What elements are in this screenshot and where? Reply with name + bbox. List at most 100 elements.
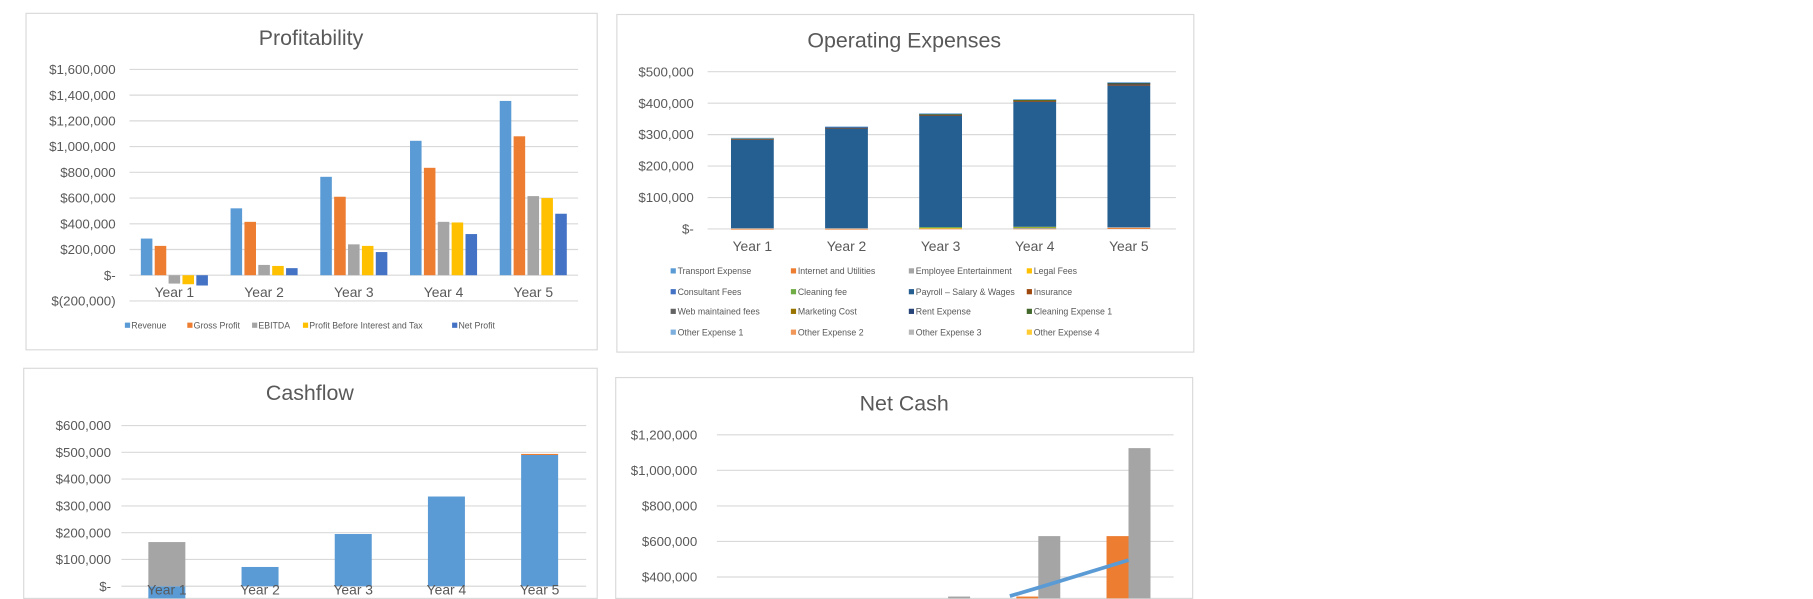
legend-swatch <box>187 322 193 328</box>
x-tick-label: Year 2 <box>244 284 284 300</box>
bar-ebitda <box>527 196 540 276</box>
bar-ebitda <box>258 264 270 276</box>
bar-payroll-salary-wages <box>825 128 868 229</box>
legend-label: Insurance <box>1034 287 1073 297</box>
bar-ebitda <box>348 244 360 276</box>
legend-swatch <box>670 308 676 314</box>
bar-revenue <box>320 176 332 276</box>
bar-series <box>521 453 559 455</box>
bar-web-maintained-fees <box>730 138 774 140</box>
y-tick-label: $1,200,000 <box>631 427 697 442</box>
legend-swatch <box>908 329 915 335</box>
legend-swatch <box>670 268 676 274</box>
bar-internet-and-utilities <box>730 228 774 230</box>
y-tick-label: $(200,000) <box>51 294 115 309</box>
legend-label: Payroll – Salary & Wages <box>916 287 1016 297</box>
legend-label: Net Profit <box>458 320 495 330</box>
chart-frame <box>616 13 1195 353</box>
x-tick-label: Year 3 <box>334 284 374 300</box>
bar-net-profit <box>375 252 388 276</box>
bar-series <box>334 534 372 587</box>
y-tick-label: $400,000 <box>56 472 111 487</box>
bar-net-profit <box>465 234 478 276</box>
y-tick-label: $400,000 <box>638 96 693 111</box>
bar-employee-entertainment <box>730 228 774 229</box>
y-tick-label: $200,000 <box>56 525 111 540</box>
y-tick-label: $400,000 <box>642 570 697 585</box>
bar-revenue <box>410 140 422 276</box>
bar-revenue <box>499 100 512 276</box>
bar-payroll-salary-wages <box>1013 101 1057 227</box>
cashflow-chart: Cashflow $- $100,000 $200,000 $300,000 $400,… <box>23 367 598 599</box>
legend-swatch <box>1026 308 1032 314</box>
bar-profit-before-interest-and-tax <box>451 222 464 276</box>
bar-series-2 <box>1128 448 1151 599</box>
bar-profit-before-interest-and-tax <box>182 275 195 285</box>
legend-swatch <box>452 322 458 328</box>
bar-profit-before-interest-and-tax <box>541 198 553 276</box>
bar-cleaning-fee <box>919 227 962 229</box>
y-tick-label: $800,000 <box>60 165 115 180</box>
legend-swatch <box>252 322 258 328</box>
bar-ebitda <box>437 221 450 276</box>
bar-employee-entertainment <box>1107 227 1151 229</box>
net-cash-chart: Net Cash $400,000 $600,000 $800,000 $1,000,… <box>615 376 1194 599</box>
bar-employee-entertainment <box>825 228 868 229</box>
chart-title: Cashflow <box>266 381 354 405</box>
bar-net-profit <box>555 213 567 276</box>
bar-series-2 <box>1038 536 1061 599</box>
bar-series <box>521 454 559 587</box>
y-tick-label: $1,000,000 <box>49 139 115 154</box>
y-tick-label: $- <box>682 222 694 237</box>
legend-label: Cleaning fee <box>798 287 847 297</box>
x-tick-label: Year 1 <box>733 238 773 254</box>
y-tick-label: $800,000 <box>642 499 697 514</box>
bar-gross-profit <box>244 221 256 276</box>
bar-series <box>427 496 465 587</box>
x-tick-label: Year 3 <box>333 581 373 597</box>
legend-swatch <box>670 289 676 295</box>
bar-gross-profit <box>423 167 436 276</box>
legend-label: Rent Expense <box>916 307 971 317</box>
legend-label: Employee Entertainment <box>916 266 1013 276</box>
bar-internet-and-utilities <box>825 228 868 230</box>
bar-legal-fees <box>919 227 962 229</box>
y-tick-label: $1,400,000 <box>49 88 115 103</box>
y-tick-label: $1,200,000 <box>49 113 115 128</box>
x-tick-label: Year 2 <box>240 581 280 597</box>
x-tick-label: Year 1 <box>155 284 195 300</box>
legend-swatch <box>790 268 797 274</box>
y-tick-label: $- <box>104 268 116 283</box>
legend-swatch <box>1026 329 1032 335</box>
bar-payroll-salary-wages <box>919 115 962 228</box>
x-tick-label: Year 4 <box>427 581 467 597</box>
y-tick-label: $200,000 <box>60 242 115 257</box>
legend-label: Consultant Fees <box>678 287 742 297</box>
legend-label: Internet and Utilities <box>798 266 876 276</box>
bar-series-1 <box>1106 536 1129 599</box>
bar-payroll-salary-wages <box>730 139 774 229</box>
line-series <box>1009 558 1130 598</box>
legend-label: Revenue <box>131 320 166 330</box>
bar-employee-entertainment <box>1013 228 1057 229</box>
y-tick-label: $1,600,000 <box>49 62 115 77</box>
x-tick-label: Year 5 <box>1109 238 1149 254</box>
legend-swatch <box>908 268 915 274</box>
bar-cleaning-expense-1 <box>1013 99 1057 101</box>
y-tick-label: $400,000 <box>60 216 115 231</box>
legend-swatch <box>790 308 797 314</box>
legend-swatch <box>1026 268 1032 274</box>
bar-other-expense-1 <box>1013 99 1057 101</box>
operating-expenses-chart: Operating Expenses $- $100,000 $200,000 $30… <box>616 13 1195 353</box>
legend-label: Other Expense 2 <box>798 327 864 337</box>
legend-label: Profit Before Interest and Tax <box>309 320 423 330</box>
legend-swatch <box>790 329 797 335</box>
bar-other-expense-1 <box>919 113 962 115</box>
legend-label: Other Expense 4 <box>1034 327 1100 337</box>
bar-other-expense-1 <box>1107 82 1151 84</box>
bar-internet-and-utilities <box>1107 228 1151 229</box>
x-tick-label: Year 5 <box>513 284 553 300</box>
legend-swatch <box>908 289 915 295</box>
chart-title: Profitability <box>259 26 364 50</box>
